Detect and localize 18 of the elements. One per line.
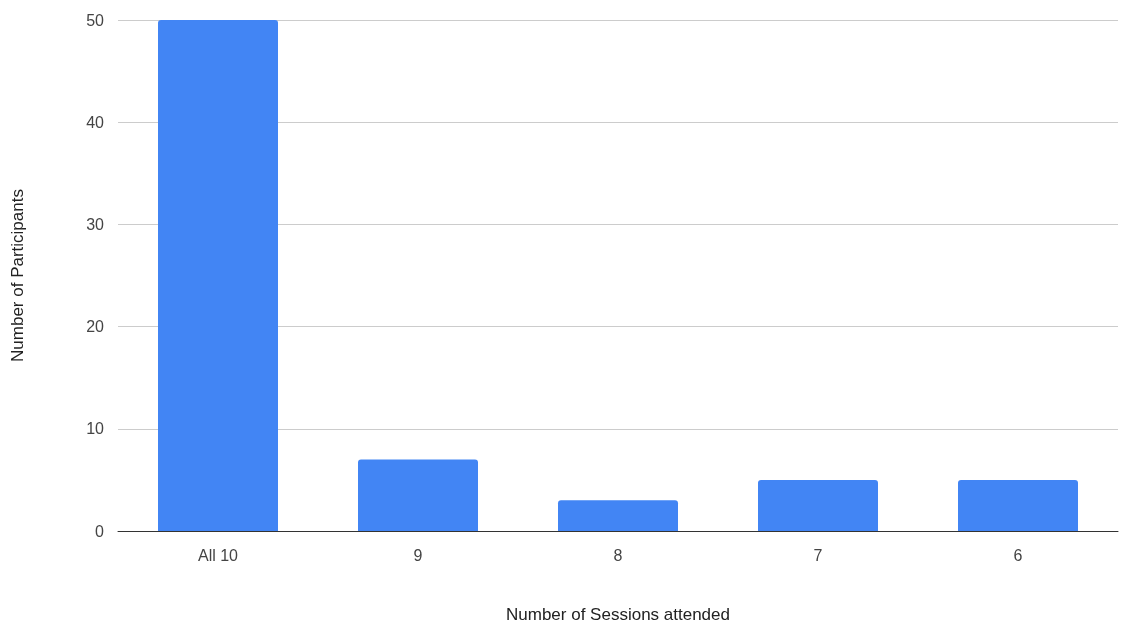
x-tick-label: 9	[413, 546, 423, 564]
y-tick-label: 50	[86, 11, 105, 29]
bar	[958, 479, 1078, 531]
x-tick-label: 8	[613, 546, 623, 564]
bar	[758, 479, 878, 531]
y-tick-label: 0	[95, 522, 105, 540]
y-tick-label: 10	[86, 420, 105, 438]
x-tick-label: All 10	[197, 546, 239, 564]
bar	[558, 500, 678, 531]
y-axis-title: Number of Participants	[8, 189, 27, 362]
x-tick-label: 6	[1013, 546, 1023, 564]
y-tick-label: 20	[86, 318, 105, 336]
y-tick-label: 40	[86, 113, 105, 131]
x-axis-title: Number of Sessions attended	[506, 605, 730, 624]
bar	[158, 20, 278, 531]
y-tick-label: 30	[86, 215, 105, 233]
x-tick-label: 7	[813, 546, 823, 564]
bar	[358, 459, 478, 531]
